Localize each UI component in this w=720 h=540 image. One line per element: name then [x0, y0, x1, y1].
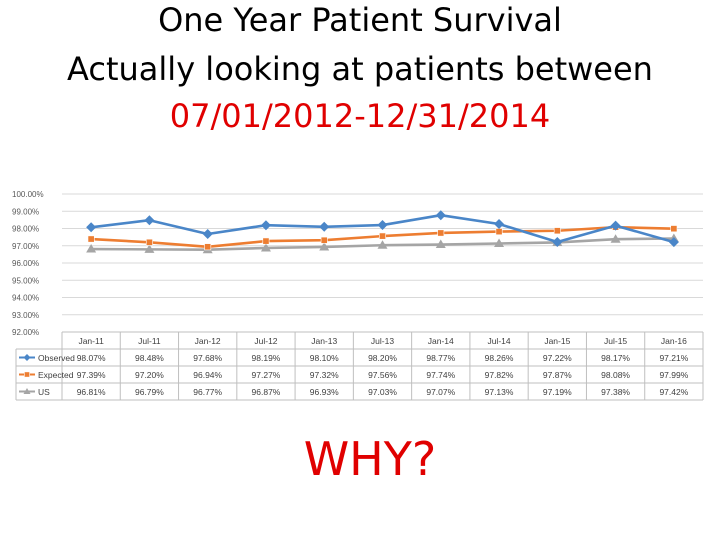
data-point-expected: [553, 227, 561, 235]
data-label: 96.94%: [193, 370, 222, 380]
legend-marker: [23, 388, 31, 394]
y-tick-label: 100.00%: [12, 190, 44, 199]
data-point-us: [435, 239, 446, 249]
x-tick-label: Jan-16: [661, 336, 687, 346]
data-label: 96.93%: [310, 387, 339, 397]
data-label: 97.82%: [485, 370, 514, 380]
data-label: 98.08%: [601, 370, 630, 380]
data-point-observed: [144, 215, 155, 226]
y-tick-label: 96.00%: [12, 259, 39, 268]
data-label: 97.20%: [135, 370, 164, 380]
data-point-observed: [319, 221, 330, 232]
x-tick-label: Jan-15: [544, 336, 570, 346]
data-label: 97.87%: [543, 370, 572, 380]
x-tick-label: Jul-11: [138, 336, 161, 346]
data-point-us: [610, 234, 621, 243]
data-point-observed: [202, 229, 213, 240]
data-point-us: [319, 241, 330, 251]
data-label: 97.13%: [485, 387, 514, 397]
x-tick-label: Jan-14: [428, 336, 454, 346]
data-point-observed: [552, 236, 563, 247]
data-label: 96.81%: [77, 387, 106, 397]
data-label: 96.77%: [193, 387, 222, 397]
data-label: 97.03%: [368, 387, 397, 397]
data-label: 97.38%: [601, 387, 630, 397]
y-tick-label: 99.00%: [12, 207, 39, 216]
data-label: 97.07%: [426, 387, 455, 397]
data-point-observed: [86, 222, 97, 233]
date-range: 07/01/2012-12/31/2014: [169, 97, 551, 135]
data-label: 97.19%: [543, 387, 572, 397]
data-point-us: [86, 244, 97, 253]
x-tick-label: Jul-15: [604, 336, 627, 346]
data-point-expected: [262, 237, 270, 245]
data-label: 98.10%: [310, 353, 339, 363]
data-label: 96.87%: [252, 387, 281, 397]
data-label: 96.79%: [135, 387, 164, 397]
data-label: 97.39%: [77, 370, 106, 380]
data-label: 98.19%: [252, 353, 281, 363]
y-tick-label: 95.00%: [12, 276, 39, 285]
data-point-observed: [610, 220, 621, 231]
data-label: 97.27%: [252, 370, 281, 380]
y-tick-label: 94.00%: [12, 294, 39, 303]
data-point-expected: [320, 236, 328, 244]
data-label: 97.32%: [310, 370, 339, 380]
data-point-us: [494, 238, 505, 248]
data-label: 97.42%: [659, 387, 688, 397]
data-label: 98.07%: [77, 353, 106, 363]
slide-subtitle: Actually looking at patients between: [67, 50, 653, 88]
data-point-expected: [495, 228, 503, 236]
x-tick-label: Jul-13: [371, 336, 394, 346]
y-tick-label: 93.00%: [12, 311, 39, 320]
data-point-us: [260, 242, 271, 252]
data-label: 97.99%: [659, 370, 688, 380]
data-label: 98.77%: [426, 353, 455, 363]
data-label: 98.20%: [368, 353, 397, 363]
data-point-expected: [437, 229, 445, 237]
data-label: 98.17%: [601, 353, 630, 363]
legend-marker: [24, 371, 30, 378]
data-point-expected: [670, 225, 678, 233]
data-label: 97.21%: [659, 353, 688, 363]
survival-chart: 100.00% 99.00% 98.00% 97.00% 96.00% 95.00% 94.…: [12, 190, 704, 401]
y-tick-label: 98.00%: [12, 225, 39, 234]
data-label: 97.74%: [426, 370, 455, 380]
data-label: 98.26%: [485, 353, 514, 363]
data-label: 97.56%: [368, 370, 397, 380]
legend-marker: [23, 354, 31, 361]
y-tick-label: 97.00%: [12, 242, 39, 251]
data-point-expected: [87, 235, 95, 243]
legend-label: US: [38, 387, 50, 397]
data-point-expected: [145, 238, 153, 246]
x-tick-label: Jul-12: [254, 336, 277, 346]
data-point-observed: [377, 220, 388, 231]
data-label: 97.68%: [193, 353, 222, 363]
data-point-us: [377, 240, 388, 249]
why-caption: WHY?: [303, 432, 437, 486]
x-tick-label: Jan-11: [78, 336, 104, 346]
x-tick-label: Jul-14: [487, 336, 510, 346]
x-tick-label: Jan-12: [195, 336, 221, 346]
data-point-observed: [435, 210, 446, 221]
legend-label: Observed: [38, 353, 75, 363]
data-label: 97.22%: [543, 353, 572, 363]
slide-title: One Year Patient Survival: [158, 1, 562, 39]
data-point-observed: [494, 219, 505, 230]
data-point-expected: [379, 232, 386, 240]
data-point-observed: [668, 237, 679, 248]
data-label: 98.48%: [135, 353, 164, 363]
data-point-expected: [204, 243, 212, 251]
data-point-us: [144, 244, 155, 253]
legend-label: Expected: [38, 370, 74, 380]
x-tick-label: Jan-13: [311, 336, 337, 346]
data-point-observed: [260, 220, 271, 231]
y-tick-label: 92.00%: [12, 328, 39, 337]
